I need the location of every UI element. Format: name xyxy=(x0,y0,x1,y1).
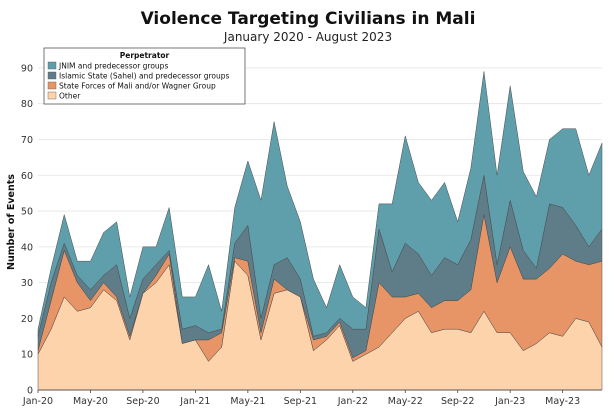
x-tick-label: Jan-20 xyxy=(22,396,53,407)
x-tick-label: May-22 xyxy=(388,396,423,407)
y-tick-label: 70 xyxy=(21,135,33,146)
legend-box xyxy=(43,47,246,105)
x-tick-label: Jan-22 xyxy=(337,396,368,407)
legend-entry: State Forces of Mali and/or Wagner Group xyxy=(59,81,216,90)
x-tick-label: May-20 xyxy=(73,396,108,407)
x-tick-label: Jan-23 xyxy=(494,396,525,407)
legend-entry: Other xyxy=(59,91,81,100)
x-tick-label: May-21 xyxy=(230,396,265,407)
chart-title: Violence Targeting Civilians in Mali xyxy=(141,9,476,29)
y-tick-label: 40 xyxy=(21,242,33,253)
x-tick-label: Sep-20 xyxy=(126,396,159,407)
y-tick-label: 10 xyxy=(21,350,33,361)
x-axis-ticks: Jan-20 May-20 Sep-20 Jan-21 May-21 Sep-21 Jan-… xyxy=(22,390,580,407)
legend-entry: JNIM and predecessor groups xyxy=(58,61,168,70)
area-series xyxy=(37,71,603,391)
legend-entry: Islamic State (Sahel) and predecessor gr… xyxy=(59,71,230,80)
y-tick-label: 60 xyxy=(21,171,33,182)
y-tick-label: 30 xyxy=(21,278,33,289)
chart-subtitle: January 2020 - August 2023 xyxy=(223,30,392,44)
legend-swatch xyxy=(47,61,57,70)
legend-swatch xyxy=(47,91,57,100)
x-tick-label: Jan-21 xyxy=(179,396,210,407)
x-tick-label: Sep-22 xyxy=(441,396,474,407)
y-tick-label: 90 xyxy=(21,63,33,74)
y-tick-label: 80 xyxy=(21,99,33,110)
x-tick-label: May-23 xyxy=(545,396,580,407)
legend-swatch xyxy=(47,81,57,90)
legend-title: Perpetrator xyxy=(120,51,170,60)
y-axis-label: Number of Events xyxy=(6,174,17,270)
legend-swatch xyxy=(47,71,57,80)
y-tick-label: 50 xyxy=(21,207,33,218)
y-tick-label: 20 xyxy=(21,314,33,325)
y-tick-label: 0 xyxy=(27,386,33,397)
area-jnim-and-predecessor-groups xyxy=(37,71,603,337)
x-tick-label: Sep-21 xyxy=(284,396,317,407)
legend: Perpetrator JNIM and predecessor groupsI… xyxy=(43,47,246,105)
y-axis-ticks: 0 10 20 30 40 50 60 70 80 90 xyxy=(21,63,33,396)
